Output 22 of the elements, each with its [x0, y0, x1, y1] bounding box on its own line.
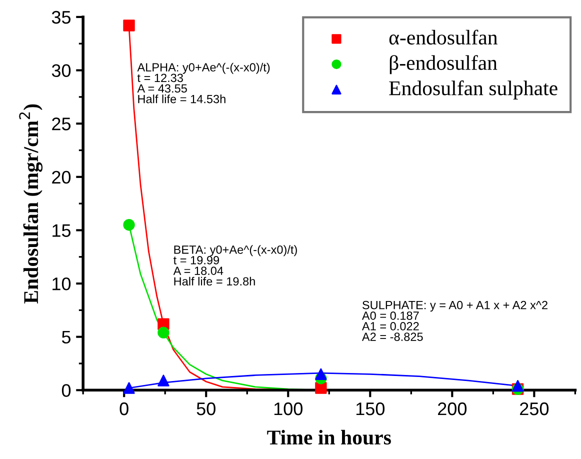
y-tick-label: 0 — [62, 384, 71, 397]
y-tick-label: 10 — [52, 277, 71, 290]
x-tick-label: 100 — [274, 402, 302, 416]
annotation: BETA: y0+Ae^(-(x-x0)/t) t = 19.99 A = 18.04 Half life = 19.8h — [173, 245, 297, 286]
y-tick-label: 30 — [52, 64, 71, 78]
y-tick-label: 20 — [52, 170, 71, 184]
annotation: ALPHA: y0+Ae^(-(x-x0)/t) t = 12.33 A = 43.55 Half life = 14.53h — [137, 62, 270, 104]
x-tick-label: 250 — [520, 402, 549, 416]
x-tick-label: 50 — [196, 402, 216, 416]
x-axis-title: Time in hours — [267, 430, 391, 445]
y-tick-label: 5 — [62, 330, 71, 344]
legend-label: Endosulfan sulphate — [389, 80, 558, 100]
x-tick-label: 200 — [438, 402, 467, 416]
y-tick-label: 25 — [52, 118, 71, 130]
y-axis-title: Endosulfan (mgr/cm$^{2}$) — [19, 104, 43, 304]
y-tick-label: 35 — [52, 10, 71, 24]
x-tick-label: 0 — [120, 402, 128, 416]
legend-label: β-endosulfan — [390, 55, 498, 74]
y-tick-label: 15 — [52, 224, 71, 237]
annotation: SULPHATE: y = A0 + A1 x + A2 x^2 A0 = 0.187 A1 = 0.022 A2 = -8.825 — [362, 300, 548, 341]
legend-label: α-endosulfan — [389, 30, 498, 45]
x-tick-label: 150 — [356, 402, 385, 416]
